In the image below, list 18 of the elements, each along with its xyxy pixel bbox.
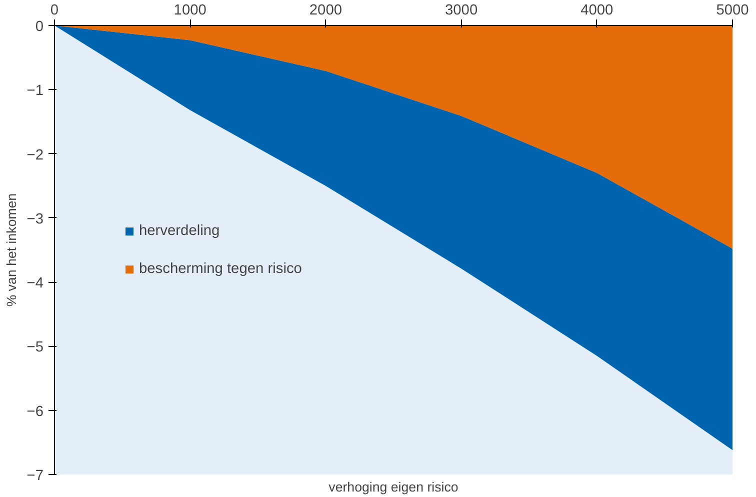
legend-label: bescherming tegen risico [139,260,302,276]
y-axis-title: % van het inkomen [4,193,19,307]
y-tick-label: −5 [26,340,44,356]
x-tick-label: 4000 [580,2,614,18]
y-tick-label: −7 [26,468,44,484]
x-tick-label: 3000 [445,2,478,18]
x-axis-title: verhoging eigen risico [328,480,458,494]
y-tick-label: −6 [26,404,44,420]
y-tick-label: 0 [35,19,44,35]
y-tick-label: −2 [26,147,44,164]
y-tick-label: −4 [26,276,44,292]
x-tick-label: 2000 [309,2,342,18]
y-tick-label: −1 [26,83,44,100]
x-tick-label: 0 [50,2,59,18]
x-tick-label: 1000 [174,2,206,18]
x-tick-label: 5000 [716,2,749,18]
legend-label: herverdeling [139,222,220,238]
y-tick-label: −3 [26,211,44,228]
